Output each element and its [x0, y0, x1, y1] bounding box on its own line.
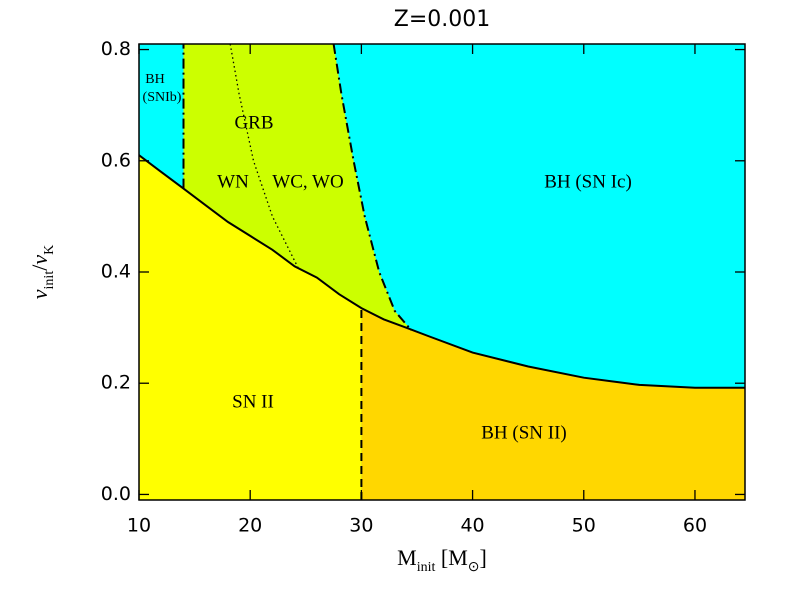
- x-axis-label-part: init: [417, 560, 436, 575]
- y-tick-label: 0.2: [101, 372, 131, 394]
- x-axis-label-part: ⊙: [468, 560, 480, 575]
- y-tick-label: 0.6: [101, 149, 131, 171]
- annotation: (SNIb): [143, 90, 182, 105]
- x-tick-label: 10: [127, 515, 151, 537]
- x-tick-label: 20: [238, 515, 262, 537]
- annotation: WC, WO: [272, 171, 343, 192]
- x-axis-label-part: [M: [435, 545, 467, 570]
- chart-title: Z=0.001: [394, 7, 491, 32]
- region-label: GRB: [234, 112, 273, 133]
- x-axis-label: Minit [M⊙]: [397, 545, 487, 575]
- y-tick-label: 0.8: [101, 38, 131, 60]
- y-tick-label: 0.4: [101, 261, 131, 283]
- annotation: WN: [217, 171, 249, 192]
- x-tick-label: 50: [572, 515, 596, 537]
- y-axis-label: vinit/vK: [27, 245, 57, 299]
- region-label: SN II: [232, 391, 274, 412]
- y-axis-label-part: init: [42, 271, 57, 290]
- y-axis-label-part: K: [42, 245, 57, 255]
- y-axis-label-part: /: [27, 264, 52, 271]
- x-tick-label: 30: [349, 515, 373, 537]
- region-fill: [139, 155, 362, 500]
- annotation: BH: [145, 72, 164, 87]
- x-tick-label: 60: [683, 515, 707, 537]
- y-axis-label-part: v: [27, 289, 52, 299]
- region-fill: [361, 308, 745, 500]
- region-label: BH (SN II): [481, 422, 567, 443]
- region-fill: [183, 44, 412, 331]
- region-label: BH (SN Ic): [544, 171, 632, 192]
- boundary-line: [138, 154, 745, 389]
- x-axis-label-part: M: [397, 545, 417, 570]
- x-axis-label-part: ]: [480, 545, 487, 570]
- boundary-line: [332, 43, 413, 332]
- y-tick-label: 0.0: [101, 483, 131, 505]
- y-axis-label-part: v: [27, 255, 52, 265]
- x-tick-label: 40: [460, 515, 484, 537]
